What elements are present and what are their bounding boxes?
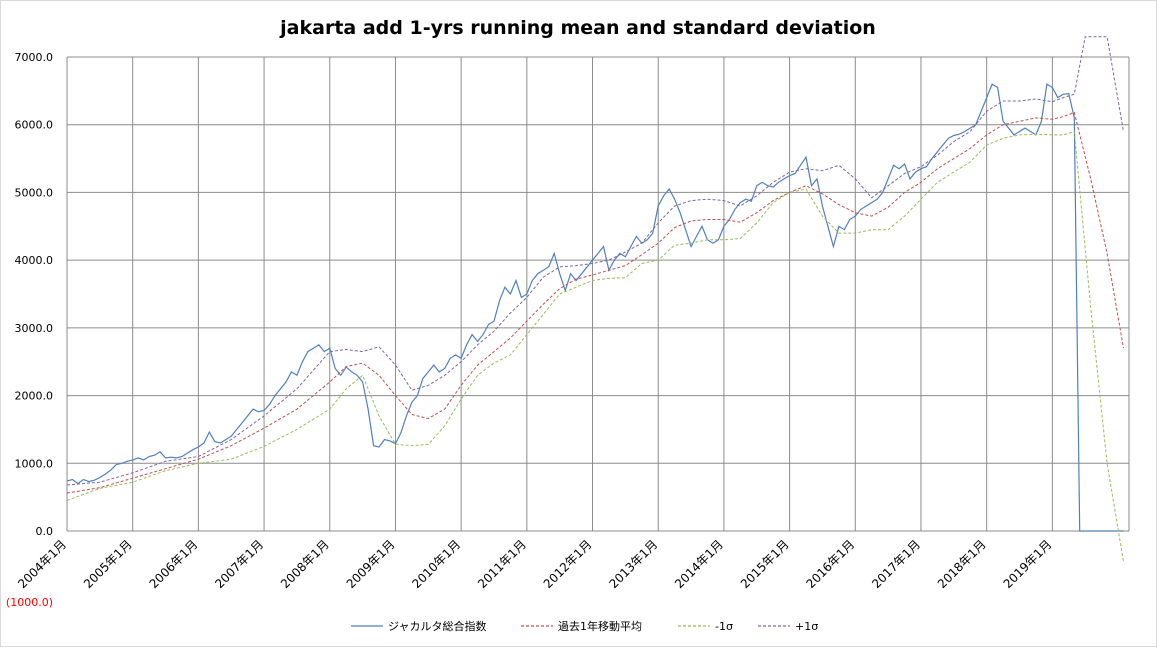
y-tick-label: 0.0 [36,525,54,538]
series-line-2 [66,130,1124,562]
y-tick-label: 2000.0 [15,390,54,403]
y-tick-label: 3000.0 [15,322,54,335]
x-tick-label: 2006年1月 [147,537,201,591]
legend-label-0: ジャカルタ総合指数 [388,619,486,633]
legend-label-1: 過去1年移動平均 [558,619,642,633]
x-tick-label: 2015年1月 [738,537,792,591]
x-tick-label: 2011年1月 [475,537,529,591]
gridlines [66,56,1130,532]
y-tick-label: 7000.0 [15,51,54,64]
x-tick-label: 2019年1月 [1001,537,1055,591]
x-tick-label: 2016年1月 [804,537,858,591]
legend-label-2: -1σ [715,620,733,633]
axes: 7000.0 6000.0 5000.0 4000.0 3000.0 2000.0 1000… [6,51,1055,609]
x-tick-label: 2012年1月 [541,537,595,591]
x-tick-label: 2014年1月 [672,537,726,591]
series-group [66,36,1124,562]
x-tick-label: 2004年1月 [15,537,69,591]
x-tick-label: 2010年1月 [409,537,463,591]
x-tick-label: 2009年1月 [344,537,398,591]
legend-label-3: +1σ [795,620,818,633]
x-tick-label: 2008年1月 [278,537,332,591]
x-tick-label: 2013年1月 [606,537,660,591]
x-tick-label: 2017年1月 [869,537,923,591]
chart-title: jakarta add 1-yrs running mean and stand… [279,17,876,39]
y-tick-label: 5000.0 [15,186,54,199]
y-tick-label: 6000.0 [15,119,54,132]
x-tick-label: 2005年1月 [81,537,135,591]
y-tick-label: 4000.0 [15,254,54,267]
x-tick-label: 2007年1月 [212,537,266,591]
series-line-1 [66,111,1124,494]
series-line-0 [66,83,1124,532]
legend: ジャカルタ総合指数 過去1年移動平均 -1σ +1σ [351,619,818,633]
y-tick-label: 1000.0 [15,457,54,470]
y-tick-label: (1000.0) [6,596,53,609]
x-tick-label: 2018年1月 [935,537,989,591]
series-line-3 [66,36,1124,486]
